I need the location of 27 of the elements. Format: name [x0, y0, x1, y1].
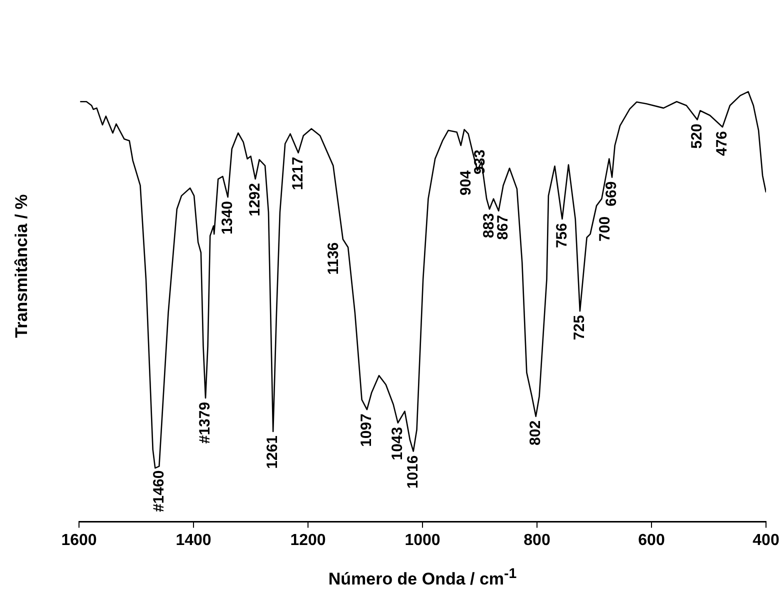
annotation: 802 — [526, 420, 544, 446]
annotation: 1136 — [324, 242, 342, 275]
annotation: 1097 — [358, 414, 376, 447]
x-tick-label: 1600 — [61, 532, 97, 549]
x-tick-label: 1200 — [290, 532, 326, 549]
x-tick-label: 1000 — [404, 532, 440, 549]
annotation: 725 — [571, 315, 588, 340]
annotation: #1460 — [150, 470, 168, 512]
x-tick-label: 800 — [524, 532, 550, 549]
annotation: 1016 — [404, 455, 422, 489]
annotation: 1340 — [218, 201, 236, 234]
annotation: 700 — [596, 216, 614, 242]
annotation: 476 — [714, 130, 731, 156]
annotation: 904 — [458, 170, 475, 196]
annotation: 1043 — [389, 426, 406, 460]
annotation: 756 — [553, 223, 570, 248]
annotation: 1261 — [264, 435, 282, 469]
x-tick-label: 400 — [752, 532, 780, 549]
y-axis-title: Transmitância / % — [12, 194, 32, 338]
annotation: 520 — [688, 124, 706, 149]
x-tick-label: 600 — [638, 532, 665, 549]
x-axis-title: Número de Onda / cm$^{-1}$ — [327, 566, 518, 590]
annotation: 1217 — [289, 156, 306, 190]
annotation: 669 — [603, 181, 620, 206]
annotation: #1379 — [196, 402, 214, 444]
annotation: 1292 — [246, 183, 264, 216]
x-tick-label: 1400 — [176, 532, 212, 549]
